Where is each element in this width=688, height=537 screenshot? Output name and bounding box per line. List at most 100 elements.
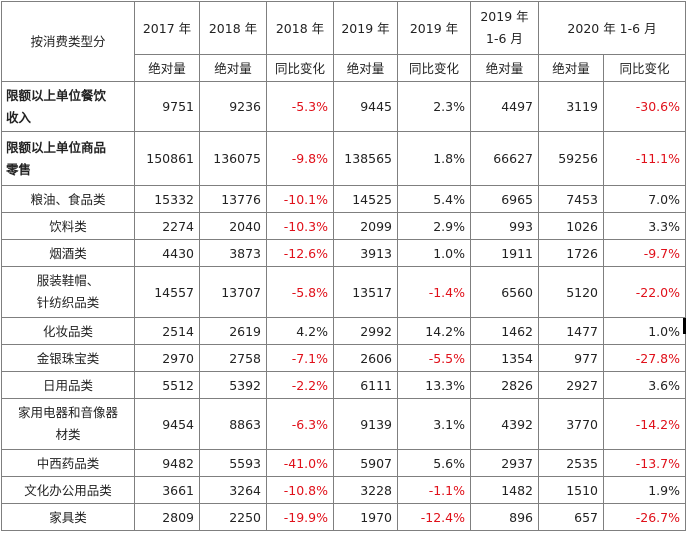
value-cell: 9445 xyxy=(333,81,398,132)
subheader: 绝对量 xyxy=(199,54,267,82)
yoy-change-cell: -6.3% xyxy=(266,398,334,450)
value-cell: 4497 xyxy=(470,81,539,132)
value-cell: 2826 xyxy=(470,371,539,399)
value-cell: 3228 xyxy=(333,476,398,504)
yoy-change-cell: 1.0% xyxy=(603,317,686,345)
row-label-line: 中西药品类 xyxy=(36,455,100,471)
row-label: 粮油、食品类 xyxy=(1,185,135,213)
value-cell: 2970 xyxy=(134,344,200,372)
yoy-change-cell: -19.9% xyxy=(266,503,334,531)
row-label: 烟酒类 xyxy=(1,239,135,267)
row-label-line: 化妆品类 xyxy=(42,323,93,339)
yoy-change-cell: 1.0% xyxy=(397,239,471,267)
value-cell: 5120 xyxy=(538,266,604,318)
yoy-change-cell: 3.1% xyxy=(397,398,471,450)
value-cell: 2606 xyxy=(333,344,398,372)
value-cell: 2809 xyxy=(134,503,200,531)
yoy-change-cell: 2.9% xyxy=(397,212,471,240)
value-cell: 13517 xyxy=(333,266,398,318)
row-label: 限额以上单位餐饮 收入 xyxy=(1,81,135,132)
year-header-h1-line1: 2019 年 xyxy=(480,9,529,24)
value-cell: 150861 xyxy=(134,131,200,186)
table-row: 家具类 2809 2250 -19.9% 1970 -12.4% 896 657 -26.7% xyxy=(1,503,686,531)
yoy-change-cell: -22.0% xyxy=(603,266,686,318)
row-label: 家用电器和音像器 材类 xyxy=(1,398,135,450)
yoy-change-cell: 13.3% xyxy=(397,371,471,399)
row-label-line: 日用品类 xyxy=(42,377,93,393)
row-label-line: 烟酒类 xyxy=(49,245,87,261)
value-cell: 138565 xyxy=(333,131,398,186)
yoy-change-cell: -30.6% xyxy=(603,81,686,132)
row-label-line: 金银珠宝类 xyxy=(36,350,100,366)
yoy-change-cell: -11.1% xyxy=(603,131,686,186)
yoy-change-cell: -10.8% xyxy=(266,476,334,504)
value-cell: 5907 xyxy=(333,449,398,477)
value-cell: 2250 xyxy=(199,503,267,531)
subheader: 绝对量 xyxy=(134,54,200,82)
value-cell: 8863 xyxy=(199,398,267,450)
value-cell: 14557 xyxy=(134,266,200,318)
yoy-change-cell: -14.2% xyxy=(603,398,686,450)
value-cell: 3770 xyxy=(538,398,604,450)
year-header-h1: 2019 年 1-6 月 xyxy=(470,1,539,55)
value-cell: 3119 xyxy=(538,81,604,132)
value-cell: 5392 xyxy=(199,371,267,399)
subheader: 同比变化 xyxy=(603,54,686,82)
yoy-change-cell: -9.8% xyxy=(266,131,334,186)
value-cell: 5593 xyxy=(199,449,267,477)
value-cell: 2274 xyxy=(134,212,200,240)
value-cell: 2927 xyxy=(538,371,604,399)
row-label: 中西药品类 xyxy=(1,449,135,477)
table-row: 家用电器和音像器 材类 9454 8863 -6.3% 9139 3.1% 4392 3770-… xyxy=(1,398,686,450)
value-cell: 59256 xyxy=(538,131,604,186)
value-cell: 7453 xyxy=(538,185,604,213)
value-cell: 14525 xyxy=(333,185,398,213)
yoy-change-cell: -10.3% xyxy=(266,212,334,240)
year-header: 2019 年 xyxy=(397,1,471,55)
value-cell: 3264 xyxy=(199,476,267,504)
value-cell: 9454 xyxy=(134,398,200,450)
row-label-line: 限额以上单位餐饮 xyxy=(6,87,107,103)
table-row: 文化办公用品类 3661 3264 -10.8% 3228 -1.1% 1482 1510 1.… xyxy=(1,476,686,504)
row-label-line: 材类 xyxy=(55,427,81,442)
value-cell: 657 xyxy=(538,503,604,531)
row-label: 限额以上单位商品 零售 xyxy=(1,131,135,186)
row-label: 家具类 xyxy=(1,503,135,531)
value-cell: 4392 xyxy=(470,398,539,450)
value-cell: 1510 xyxy=(538,476,604,504)
value-cell: 3873 xyxy=(199,239,267,267)
row-label: 化妆品类 xyxy=(1,317,135,345)
value-cell: 3913 xyxy=(333,239,398,267)
yoy-change-cell: -2.2% xyxy=(266,371,334,399)
row-label-line: 限额以上单位商品 xyxy=(6,139,107,155)
yoy-change-cell: 1.8% xyxy=(397,131,471,186)
yoy-change-cell: -5.3% xyxy=(266,81,334,132)
value-cell: 6111 xyxy=(333,371,398,399)
yoy-change-cell: -5.8% xyxy=(266,266,334,318)
table-row: 限额以上单位餐饮 收入 9751 9236 -5.3% 9445 2.3% 4497 3119-… xyxy=(1,81,686,132)
value-cell: 9236 xyxy=(199,81,267,132)
yoy-change-cell: -1.1% xyxy=(397,476,471,504)
table-row: 限额以上单位商品 零售 150861 136075 -9.8% 138565 1.8% 666… xyxy=(1,131,686,186)
yoy-change-cell: -9.7% xyxy=(603,239,686,267)
yoy-change-cell: -12.6% xyxy=(266,239,334,267)
value-cell: 4430 xyxy=(134,239,200,267)
row-label-line: 家具类 xyxy=(49,509,87,525)
value-cell: 896 xyxy=(470,503,539,531)
yoy-change-cell: -5.5% xyxy=(397,344,471,372)
value-cell: 66627 xyxy=(470,131,539,186)
row-label-line: 文化办公用品类 xyxy=(24,482,112,498)
year-header-2020: 2020 年 1-6 月 xyxy=(538,1,686,55)
value-cell: 2758 xyxy=(199,344,267,372)
value-cell: 2099 xyxy=(333,212,398,240)
yoy-change-cell: -10.1% xyxy=(266,185,334,213)
subheader-row: 绝对量 绝对量 同比变化 绝对量 同比变化 绝对量 绝对量 同比变化 xyxy=(2,54,686,82)
table-row: 饮料类 2274 2040 -10.3% 2099 2.9% 993 1026 3.3% xyxy=(1,212,686,240)
value-cell: 9139 xyxy=(333,398,398,450)
row-label-line: 服装鞋帽、 xyxy=(36,273,100,288)
row-label: 日用品类 xyxy=(1,371,135,399)
table-row: 粮油、食品类 15332 13776 -10.1% 14525 5.4% 6965 7453 7… xyxy=(1,185,686,213)
row-label-line: 收入 xyxy=(6,109,32,125)
row-label: 服装鞋帽、 针纺织品类 xyxy=(1,266,135,318)
